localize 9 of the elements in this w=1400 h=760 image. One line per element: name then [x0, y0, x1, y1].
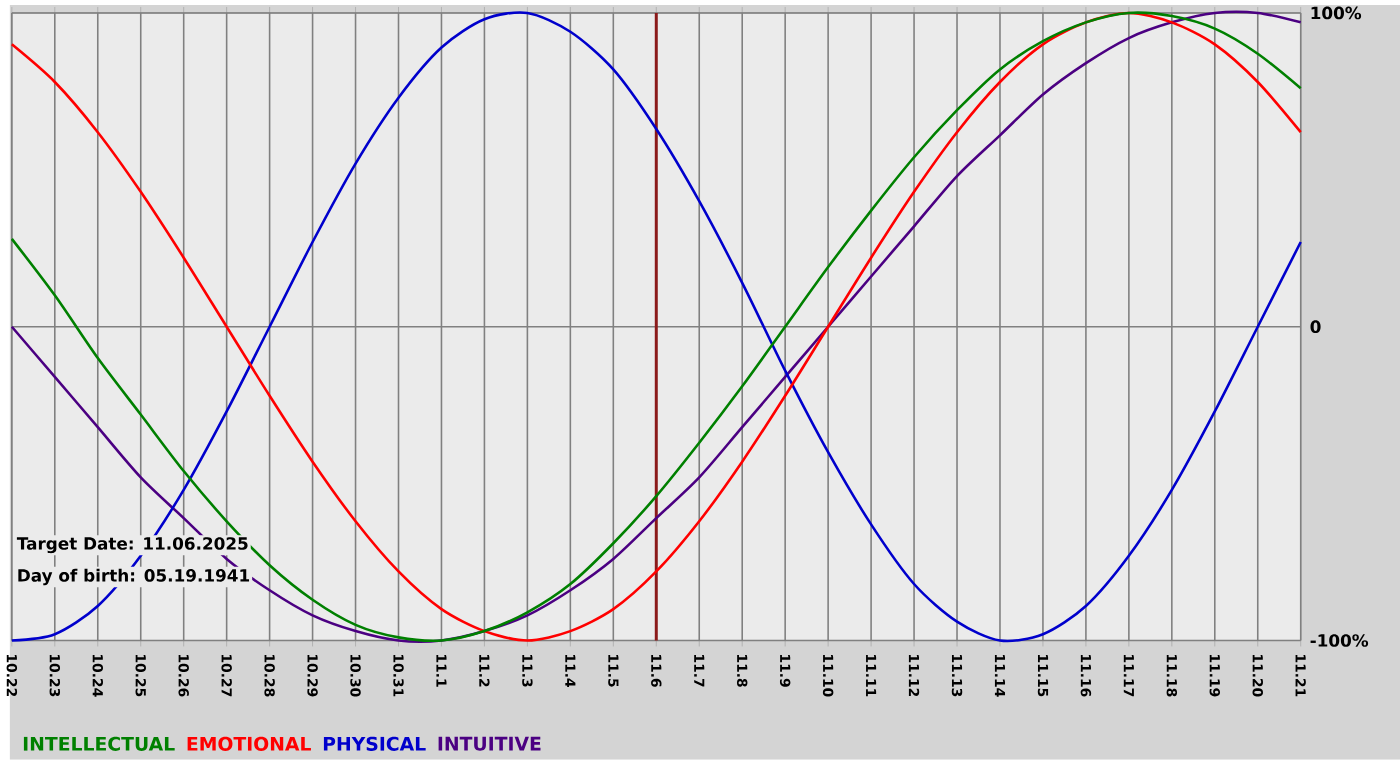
- text: INTELLECTUAL: [23, 736, 175, 752]
- text: INTUITIVE: [438, 736, 541, 751]
- text: EMOTIONAL: [187, 736, 311, 752]
- annotation: Day of birth: 05.19.1941: [18, 568, 250, 586]
- y-tick-label: -100%: [1310, 634, 1369, 648]
- y-tick-label: 100%: [1311, 6, 1362, 20]
- annotation: Target Date: 11.06.2025: [16, 537, 248, 554]
- text: PHYSICAL: [323, 736, 426, 752]
- y-tick-label: 0: [1310, 320, 1321, 334]
